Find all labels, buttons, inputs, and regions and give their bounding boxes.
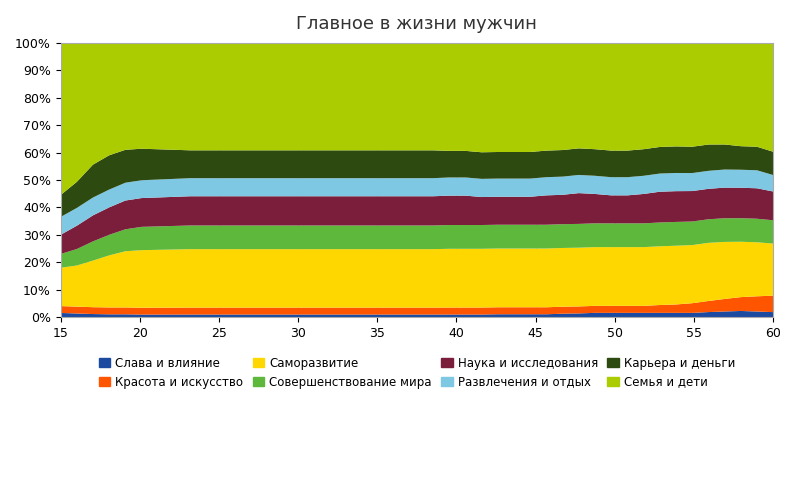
Legend: Слава и влияние, Красота и искусство, Саморазвитие, Совершенствование мира, Наук: Слава и влияние, Красота и искусство, Са…: [95, 353, 738, 392]
Title: Главное в жизни мужчин: Главное в жизни мужчин: [297, 15, 538, 33]
